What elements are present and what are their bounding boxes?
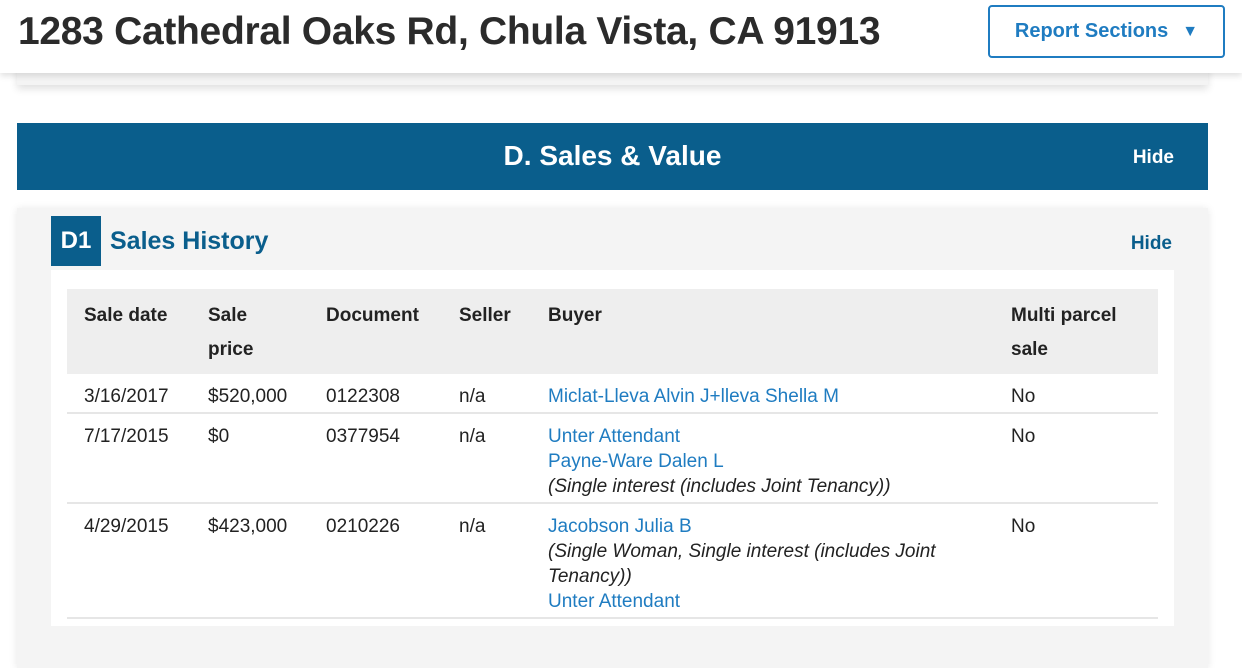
sales-history-card: D1 Sales History Hide Sale date Sale pric… xyxy=(17,208,1208,668)
column-header: Document xyxy=(309,289,442,374)
cell-document: 0377954 xyxy=(309,413,442,504)
column-header: Seller xyxy=(442,289,531,374)
section-header: D. Sales & Value Hide xyxy=(17,123,1208,190)
buyer-note: (Single interest (includes Joint Tenancy… xyxy=(548,476,891,497)
cell-seller: n/a xyxy=(442,413,531,504)
buyer-link[interactable]: Miclat-Lleva Alvin J+lleva Shella M xyxy=(548,386,839,407)
cell-price: $0 xyxy=(191,413,309,504)
cell-seller: n/a xyxy=(442,374,531,414)
column-header: Sale date xyxy=(67,289,191,374)
cell-date: 3/16/2017 xyxy=(67,374,191,414)
cell-date: 4/29/2015 xyxy=(67,503,191,619)
subsection-hide-button[interactable]: Hide xyxy=(1130,233,1172,254)
cell-date: 7/17/2015 xyxy=(67,413,191,504)
caret-down-icon: ▼ xyxy=(1182,22,1199,40)
table-row: 7/17/2015 $0 0377954 n/a Unter Attendant Payn… xyxy=(67,413,1158,504)
cell-buyer: Miclat-Lleva Alvin J+lleva Shella M xyxy=(531,374,994,414)
section-hide-button[interactable]: Hide xyxy=(1132,147,1174,168)
cell-multi-parcel: No xyxy=(994,413,1158,504)
cell-seller: n/a xyxy=(442,503,531,619)
table-container: Sale date Sale price Document Seller Buyer Mu… xyxy=(51,270,1174,626)
table-header-row: Sale date Sale price Document Seller Buyer Mu… xyxy=(67,289,1158,374)
buyer-link[interactable]: Jacobson Julia B xyxy=(548,516,692,537)
column-header: Multi parcel sale xyxy=(994,289,1158,374)
page-title: 1283 Cathedral Oaks Rd, Chula Vista, CA … xyxy=(18,10,881,53)
page-header: 1283 Cathedral Oaks Rd, Chula Vista, CA … xyxy=(0,0,1242,73)
table-row: 4/29/2015 $423,000 0210226 n/a Jacobson Juli… xyxy=(67,503,1158,619)
sales-history-table: Sale date Sale price Document Seller Buyer Mu… xyxy=(67,289,1158,619)
column-header: Sale price xyxy=(191,289,309,374)
cell-price: $423,000 xyxy=(191,503,309,619)
buyer-link[interactable]: Unter Attendant xyxy=(548,426,681,447)
cell-multi-parcel: No xyxy=(994,503,1158,619)
subsection-title: Sales History xyxy=(110,227,269,255)
report-sections-label: Report Sections xyxy=(1014,20,1169,42)
column-header: Buyer xyxy=(531,289,994,374)
subsection-badge: D1 xyxy=(51,216,101,266)
cell-multi-parcel: No xyxy=(994,374,1158,414)
cell-document: 0210226 xyxy=(309,503,442,619)
cell-buyer: Unter Attendant Payne-Ware Dalen L (Single… xyxy=(531,413,994,504)
buyer-note: (Single Woman, Single interest (includes… xyxy=(548,541,936,587)
cell-document: 0122308 xyxy=(309,374,442,414)
section-title: D. Sales & Value xyxy=(503,140,722,171)
buyer-link[interactable]: Payne-Ware Dalen L xyxy=(548,451,724,472)
cell-price: $520,000 xyxy=(191,374,309,414)
cell-buyer: Jacobson Julia B (Single Woman, Single in… xyxy=(531,503,994,619)
buyer-link[interactable]: Unter Attendant xyxy=(548,591,681,612)
report-sections-button[interactable]: Report Sections ▼ xyxy=(988,5,1225,58)
table-row: 3/16/2017 $520,000 0122308 n/a Miclat-Lleva … xyxy=(67,374,1158,414)
